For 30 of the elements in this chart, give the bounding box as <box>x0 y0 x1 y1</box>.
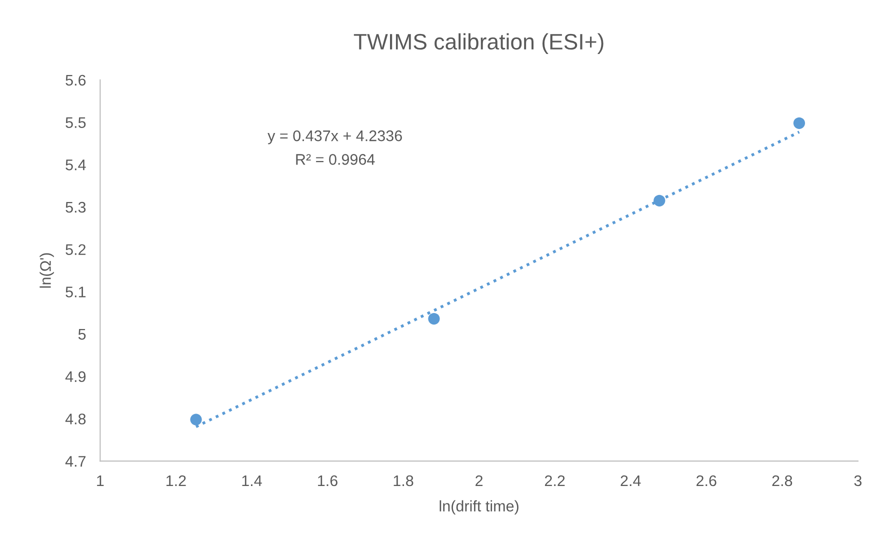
x-tick-label: 2.8 <box>772 475 792 486</box>
x-tick-label: 1.6 <box>318 475 338 486</box>
point <box>428 312 440 325</box>
x-tick-label: 2.6 <box>696 475 716 486</box>
y-tick-label: 4.9 <box>65 371 86 382</box>
x-tick-label: 2.2 <box>544 475 565 486</box>
y-axis-title: ln(Ω') <box>40 253 54 288</box>
point <box>190 414 202 426</box>
x-tick-label: 2.4 <box>620 475 641 486</box>
y-tick-label: 5.4 <box>66 160 86 170</box>
y-tick-label: 5 <box>78 329 86 340</box>
y-tick-label: 5.5 <box>66 117 86 128</box>
x-tick-label: 2 <box>476 475 483 486</box>
chart-title: TWIMS calibration (ESI+) <box>354 33 604 54</box>
point <box>793 117 806 129</box>
y-tick-label: 5.2 <box>66 244 86 256</box>
y-tick-label: 4.8 <box>65 414 86 424</box>
x-axis-title: ln(drift time) <box>440 500 518 515</box>
x-tick-label: 1.2 <box>166 475 186 486</box>
point <box>654 194 666 206</box>
annotation: y = 0.437x + 4.2336 <box>268 130 402 144</box>
x-tick-label: 1 <box>97 475 104 486</box>
x-tick-label: 1.4 <box>242 475 262 486</box>
x-tick-label: 1.8 <box>394 475 414 486</box>
y-tick-label: 5.1 <box>66 286 86 298</box>
y-tick-label: 5.3 <box>66 202 86 213</box>
y-tick-label: 5.6 <box>66 74 86 86</box>
annotation: R² = 0.9964 <box>296 154 375 165</box>
x-tick-label: 3 <box>854 475 862 486</box>
y-tick-label: 4.7 <box>65 456 86 467</box>
